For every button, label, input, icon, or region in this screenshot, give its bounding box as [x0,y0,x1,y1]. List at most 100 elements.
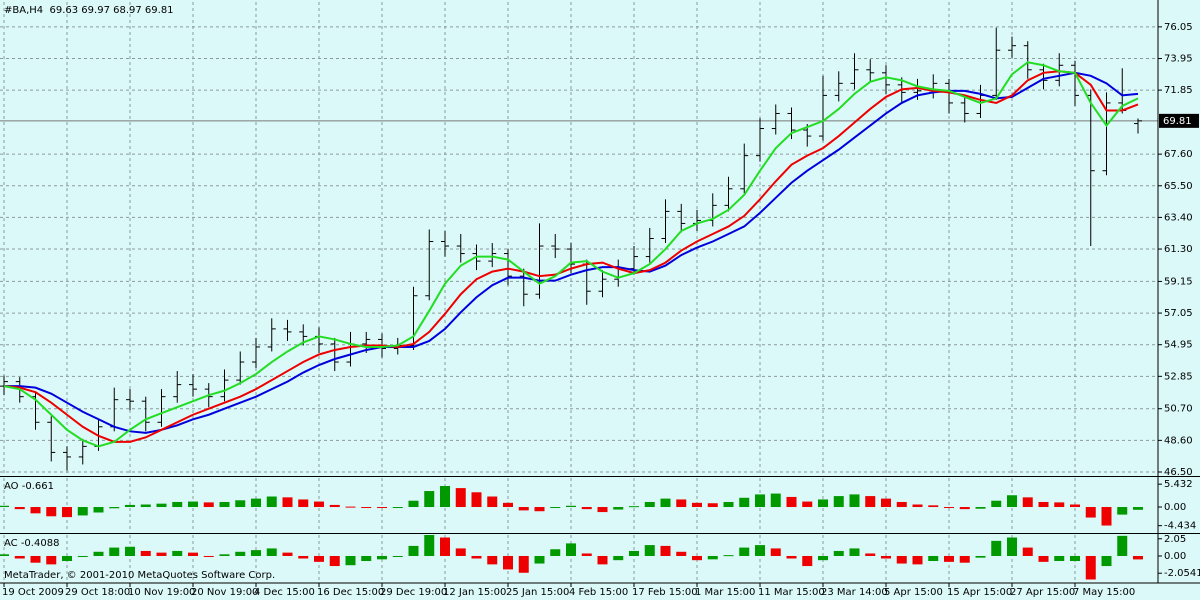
histogram-bar [644,501,655,508]
histogram-bar [188,501,198,508]
x-tick-label: 5 Apr 15:00 [884,587,943,598]
histogram-bar [235,500,246,508]
chart-title: #BA,H4 69.63 69.97 68.97 69.81 [4,5,174,16]
histogram-bar [298,499,309,508]
histogram-bar [1070,504,1080,508]
histogram-bar [818,499,828,508]
histogram-bar [487,496,498,508]
histogram-bar [550,549,561,556]
histogram-bar [30,555,41,563]
histogram-bar [896,501,907,508]
histogram-bar [46,555,57,565]
histogram-bar [629,506,639,508]
histogram-bar [991,540,1002,556]
y-tick-label: 2.05 [1164,534,1186,545]
histogram-bar [849,548,860,556]
histogram-bar [345,555,356,566]
y-tick-label: 61.30 [1164,244,1193,255]
histogram-bar [707,503,718,508]
histogram-bar [597,555,608,565]
histogram-bar [676,499,687,508]
histogram-bar [770,548,781,556]
histogram-bar [912,504,923,508]
histogram-bar [1007,495,1017,508]
histogram-bar [14,555,25,559]
y-tick-label: 48.60 [1164,435,1193,446]
histogram-bar [707,555,718,560]
y-tick-label: 73.95 [1164,53,1193,64]
histogram-bar [975,555,986,558]
histogram-bar [392,555,403,557]
histogram-bar [1038,501,1049,508]
x-tick-label: 7 May 15:00 [1073,587,1135,598]
histogram-bar [298,555,309,559]
histogram-bar [345,506,356,508]
histogram-bar [613,507,624,510]
histogram-bar [109,547,120,556]
histogram-bar [251,550,261,556]
histogram-bar [471,555,482,559]
histogram-bar [928,555,939,562]
histogram-bar [755,494,765,508]
histogram-bar [203,502,214,508]
histogram-bar [1133,507,1143,510]
histogram-bar [172,550,183,556]
histogram-bar [503,555,513,570]
histogram-bar [125,504,135,508]
moving-average-line [3,70,1139,443]
histogram-bar [329,504,340,508]
histogram-bar [62,555,72,562]
indicator-title: AO -0.661 [4,481,54,492]
histogram-bar [849,494,860,508]
histogram-bar [14,507,25,510]
histogram-bar [235,551,246,556]
histogram-bar [503,502,513,508]
histogram-bar [534,507,545,512]
histogram-bar [928,505,939,508]
histogram-bar [802,555,813,567]
histogram-bar [156,552,167,556]
histogram-bar [408,545,419,556]
x-tick-label: 16 Dec 15:00 [317,587,384,598]
histogram-bar [723,555,734,557]
histogram-bar [440,537,450,556]
histogram-bar [424,491,435,508]
indicator-title: AC -0.4088 [4,538,59,549]
x-tick-label: 29 Dec 19:00 [380,587,447,598]
histogram-bar [377,507,387,509]
histogram-bar [975,507,986,509]
y-tick-label: 46.50 [1164,467,1193,478]
moving-average-line [3,61,1139,448]
x-tick-label: 20 Nov 19:00 [191,587,258,598]
histogram-bar [739,547,750,556]
y-tick-label: 71.85 [1164,85,1193,96]
copyright: MetaTrader, © 2001-2010 MetaQuotes Softw… [4,570,275,581]
histogram-bar [140,550,151,556]
histogram-bar [739,497,750,508]
y-tick-label: 57.05 [1164,308,1193,319]
histogram-bar [896,555,907,564]
histogram-bar [109,507,120,509]
histogram-bar [676,551,687,556]
histogram-bar [1054,555,1065,562]
histogram-bar [282,552,293,556]
histogram-bar [30,507,41,514]
histogram-bar [1101,507,1112,526]
histogram-bar [644,545,655,556]
histogram-bar [93,507,104,513]
histogram-bar [833,496,844,508]
current-price-box [1159,113,1199,128]
histogram-bar [613,555,624,561]
y-tick-label: 0.00 [1164,551,1186,562]
histogram-bar [329,555,340,567]
histogram-bar [314,555,324,562]
histogram-bar [156,503,167,508]
histogram-bar [881,498,891,508]
histogram-bar [1054,502,1065,508]
x-tick-label: 29 Oct 18:00 [65,587,130,598]
histogram-bar [203,555,214,557]
histogram-bar [881,555,891,559]
x-tick-label: 4 Feb 15:00 [569,587,628,598]
histogram-bar [93,551,104,556]
